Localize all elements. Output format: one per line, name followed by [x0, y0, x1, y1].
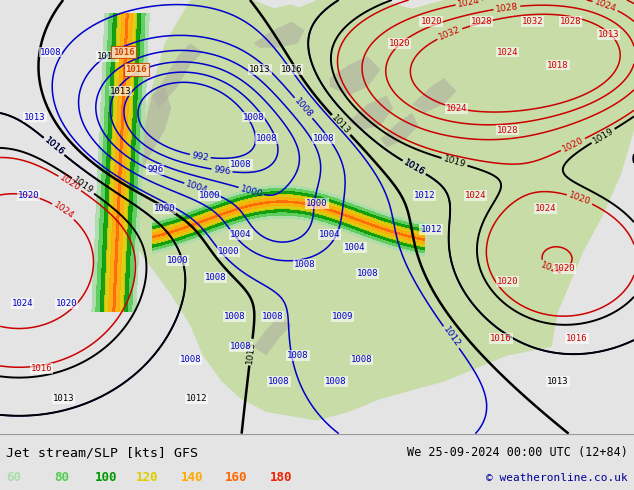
Text: 1024: 1024	[465, 191, 486, 199]
Text: 1004: 1004	[184, 179, 209, 196]
Text: 1016: 1016	[490, 334, 512, 343]
Text: 1013: 1013	[53, 394, 74, 403]
Text: 1013: 1013	[249, 65, 271, 74]
Text: 1024: 1024	[52, 201, 75, 221]
Text: 992: 992	[191, 150, 209, 162]
Text: 1024: 1024	[539, 261, 564, 277]
Text: 1024: 1024	[534, 204, 556, 213]
Text: 1008: 1008	[351, 355, 372, 365]
Text: 1008: 1008	[205, 273, 226, 282]
Text: 1008: 1008	[243, 113, 264, 122]
Text: 1028: 1028	[495, 1, 519, 14]
Text: 1020: 1020	[567, 191, 592, 207]
Text: 1004: 1004	[344, 243, 366, 252]
Text: 1028: 1028	[560, 17, 581, 26]
Text: 996: 996	[147, 165, 164, 173]
Text: 1024: 1024	[11, 299, 33, 308]
Text: 140: 140	[181, 471, 203, 484]
Text: 1019: 1019	[591, 126, 615, 146]
Text: 1008: 1008	[268, 377, 290, 386]
Text: 1019: 1019	[71, 175, 95, 196]
Text: 60: 60	[6, 471, 22, 484]
Text: 1024: 1024	[496, 48, 518, 56]
Text: 1008: 1008	[256, 134, 277, 143]
Text: 1013: 1013	[110, 87, 131, 96]
Text: 80: 80	[54, 471, 69, 484]
Text: 1008: 1008	[325, 377, 347, 386]
Text: 1000: 1000	[167, 256, 188, 265]
Text: 1020: 1020	[560, 135, 585, 154]
Text: 1013: 1013	[97, 52, 119, 61]
Text: 1008: 1008	[294, 260, 315, 269]
Text: © weatheronline.co.uk: © weatheronline.co.uk	[486, 472, 628, 483]
Text: 1013: 1013	[547, 377, 569, 386]
Text: 1012: 1012	[420, 225, 442, 234]
Text: 1000: 1000	[217, 247, 239, 256]
Text: 100: 100	[95, 471, 117, 484]
Text: 1024: 1024	[446, 104, 467, 113]
Text: 1020: 1020	[58, 173, 82, 193]
Text: 1012: 1012	[441, 325, 462, 349]
Text: We 25-09-2024 00:00 UTC (12+84): We 25-09-2024 00:00 UTC (12+84)	[407, 446, 628, 459]
Text: 1032: 1032	[522, 17, 543, 26]
Text: 1000: 1000	[306, 199, 328, 208]
Text: 1020: 1020	[56, 299, 77, 308]
Text: 1024: 1024	[593, 0, 618, 14]
Text: 1016: 1016	[113, 48, 134, 56]
Text: 1019: 1019	[442, 154, 467, 170]
Text: 1008: 1008	[262, 312, 283, 321]
Text: 1016: 1016	[42, 136, 66, 157]
Text: 1000: 1000	[239, 184, 264, 199]
Text: 180: 180	[269, 471, 292, 484]
Text: 1028: 1028	[496, 125, 518, 135]
Text: 1020: 1020	[553, 265, 575, 273]
Text: 1009: 1009	[332, 312, 353, 321]
Text: 1008: 1008	[179, 355, 201, 365]
Text: 996: 996	[213, 165, 231, 176]
Text: 1000: 1000	[198, 191, 220, 199]
Text: 1016: 1016	[566, 334, 588, 343]
Text: 1016: 1016	[402, 158, 427, 177]
Text: 1018: 1018	[547, 61, 569, 70]
Text: 1008: 1008	[40, 48, 61, 56]
Text: 1008: 1008	[357, 269, 378, 278]
Text: 1004: 1004	[230, 230, 252, 239]
Text: 1020: 1020	[420, 17, 442, 26]
Text: 1008: 1008	[230, 343, 252, 351]
Text: 1020: 1020	[496, 277, 518, 286]
Text: 1013: 1013	[598, 30, 619, 39]
Text: 1016: 1016	[126, 65, 147, 74]
Text: 1020: 1020	[18, 191, 39, 199]
Text: 1016: 1016	[42, 136, 66, 157]
Text: 1032: 1032	[437, 25, 462, 42]
Text: 1012: 1012	[186, 394, 207, 403]
Text: 1016: 1016	[402, 158, 427, 177]
Text: 1013: 1013	[330, 114, 352, 137]
Text: 1028: 1028	[471, 17, 493, 26]
Text: 1012: 1012	[414, 191, 436, 199]
Text: 1008: 1008	[313, 134, 334, 143]
Text: 120: 120	[136, 471, 158, 484]
Text: 1013: 1013	[24, 113, 46, 122]
Text: 1000: 1000	[154, 204, 176, 213]
Text: 1024: 1024	[456, 0, 481, 9]
Text: 1004: 1004	[319, 230, 340, 239]
Text: 1008: 1008	[224, 312, 245, 321]
Text: 1008: 1008	[230, 160, 252, 169]
Text: 1008: 1008	[292, 97, 314, 120]
Text: 1013: 1013	[245, 340, 257, 364]
Text: 1008: 1008	[287, 351, 309, 360]
Text: 1016: 1016	[281, 65, 302, 74]
Text: 1020: 1020	[389, 39, 410, 48]
Text: 1016: 1016	[30, 364, 52, 373]
Text: 160: 160	[225, 471, 247, 484]
Text: Jet stream/SLP [kts] GFS: Jet stream/SLP [kts] GFS	[6, 446, 198, 459]
